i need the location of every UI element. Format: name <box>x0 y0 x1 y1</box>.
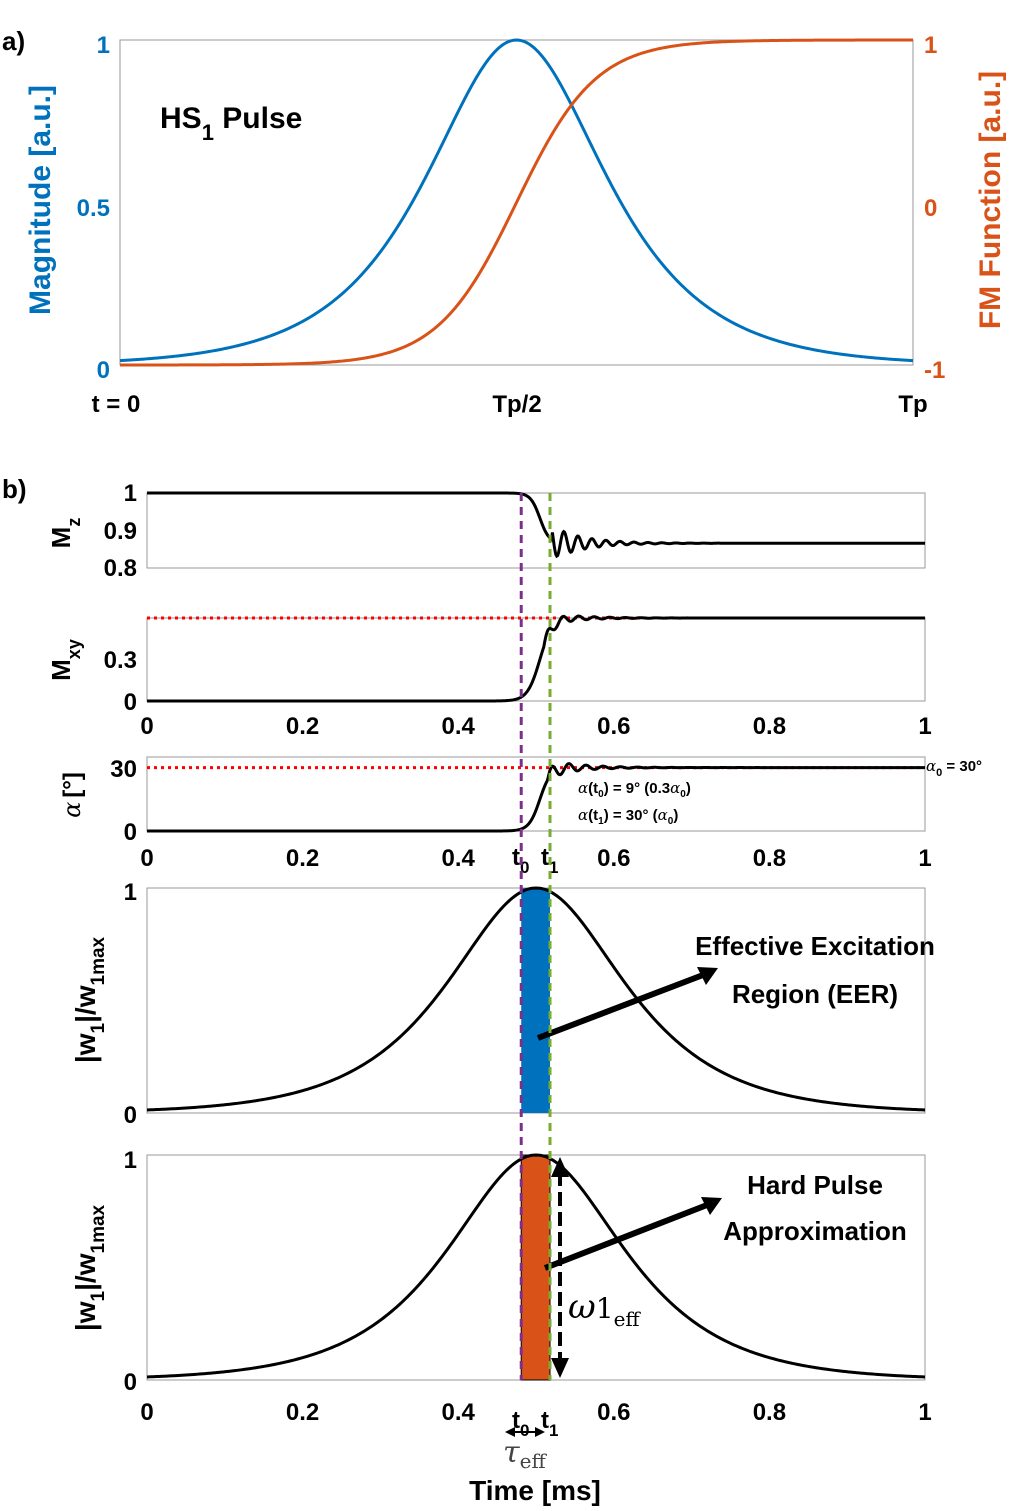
a-ytick-right-neg1: -1 <box>924 357 945 384</box>
b5-ytick-0: 0 <box>124 1369 137 1396</box>
b1-ylabel: Mz <box>46 518 84 549</box>
omega-arrow-top <box>551 1157 569 1177</box>
b2-xticks: 0 0.2 0.4 0.6 0.8 1 <box>140 713 931 740</box>
panel-b2-mxy: 0.3 0 0 0.2 0.4 0.6 0.8 1 Mxy <box>46 614 932 740</box>
xtick-label: 0.4 <box>442 713 476 740</box>
eer-label-line1: Effective Excitation <box>695 931 935 961</box>
hard-label-line2: Approximation <box>723 1216 906 1246</box>
xtick-label: 1 <box>918 1399 931 1426</box>
xtick-label: 0.6 <box>597 845 630 872</box>
tau-arrow-left <box>505 1427 515 1437</box>
b5-xticks: 0 0.2 0.4 0.8 1 0.6 <box>140 1399 931 1426</box>
b5-ytick-1: 1 <box>124 1147 137 1174</box>
xtick-label: 0.4 <box>442 845 476 872</box>
b2-ytick-03: 0.3 <box>104 647 137 674</box>
a-ytick-right-1: 1 <box>924 32 937 59</box>
xtick-label: 0.2 <box>286 845 319 872</box>
b5-ylabel: |w1|/w1max <box>70 1204 109 1331</box>
alpha-t0-annotation: α(t0) = 9° (0.3α0) <box>578 779 691 800</box>
xtick-label: 0.6 <box>597 1399 630 1426</box>
b3-ytick-0: 0 <box>124 819 137 846</box>
panel-b1-mz: 1 0.9 0.8 Mz <box>46 480 926 582</box>
eer-arrow <box>536 972 705 1041</box>
b5-xlabel: Time [ms] <box>469 1475 601 1506</box>
b3-ylabel: α[°] <box>58 772 86 818</box>
xtick-label: 0.4 <box>442 1399 476 1426</box>
a-ytick-left-05: 0.5 <box>77 195 110 222</box>
panel-b4-eer: 1 0 |w1|/w1max Effective Excitation Regi… <box>70 879 935 1129</box>
panel-label-a: a) <box>2 26 25 56</box>
panel-b5-hard: 1 0 0 0.2 0.4 0.8 1 0.6 |w1|/w1max ω1eff Hard… <box>70 1147 932 1506</box>
mz-series <box>147 491 925 559</box>
panel-a-title: HS1 Pulse <box>160 102 302 145</box>
b5-t1-label: t1 <box>541 1407 558 1440</box>
tau-arrow-right <box>535 1427 545 1437</box>
b1-ytick-1: 1 <box>124 480 137 507</box>
a-ytick-left-0: 0 <box>97 357 110 384</box>
a-xtick-half: Tp/2 <box>492 391 541 418</box>
tau-label: τeff <box>503 1435 547 1473</box>
a-ylabel-left: Magnitude [a.u.] <box>24 85 57 315</box>
a-ylabel-right: FM Function [a.u.] <box>974 71 1007 329</box>
b4-ytick-1: 1 <box>124 879 137 906</box>
b1-ytick-08: 0.8 <box>104 555 137 582</box>
omega-label: ω1eff <box>568 1287 641 1331</box>
alpha0-label: α0 = 30° <box>926 757 982 779</box>
eer-arrow-head <box>697 967 718 985</box>
b4-w1-series <box>146 886 926 1112</box>
panel-label-b: b) <box>2 474 27 504</box>
b3-frame <box>146 756 926 832</box>
b4-ytick-0: 0 <box>124 1102 137 1129</box>
panel-b3-alpha: 30 0 0 0.2 0.4 0.8 1 0.6 α[°] α0 = 30° α(t0) … <box>58 756 982 872</box>
xtick-label: 1 <box>918 845 931 872</box>
xtick-label: 1 <box>918 713 931 740</box>
hard-arrow <box>543 1202 709 1271</box>
alpha-t1-annotation: α(t1) = 30° (α0) <box>578 806 678 827</box>
magnitude-series <box>119 38 914 363</box>
a-ytick-left-1: 1 <box>97 32 110 59</box>
b1-ytick-09: 0.9 <box>104 518 137 545</box>
fm-function-series <box>119 38 914 367</box>
b2-ytick-0: 0 <box>124 689 137 716</box>
b2-frame <box>146 617 926 702</box>
b4-ylabel: |w1|/w1max <box>70 936 109 1063</box>
b1-frame <box>146 492 926 569</box>
hard-label-line1: Hard Pulse <box>747 1170 883 1200</box>
mxy-series <box>147 614 925 703</box>
xtick-label: 0 <box>140 713 153 740</box>
xtick-label: 0.8 <box>753 1399 786 1426</box>
b2-ylabel: Mxy <box>46 639 84 681</box>
eer-highlight <box>521 888 551 1113</box>
xtick-label: 0.2 <box>286 713 319 740</box>
alpha-series <box>147 762 925 833</box>
b3-ytick-30: 30 <box>110 756 137 783</box>
omega-arrow-bottom <box>551 1358 569 1378</box>
panel-a: HS1 Pulse 1 0.5 0 1 0 -1 t = 0 Tp/2 Tp M… <box>24 32 1007 418</box>
hard-arrow-head <box>701 1197 722 1215</box>
xtick-label: 0.8 <box>753 713 786 740</box>
b3-xticks: 0 0.2 0.4 0.8 1 0.6 <box>140 845 931 872</box>
xtick-label: 0.8 <box>753 845 786 872</box>
a-xtick-0: t = 0 <box>92 391 141 418</box>
xtick-label: 0.6 <box>597 713 630 740</box>
xtick-label: 0 <box>140 1399 153 1426</box>
a-xtick-end: Tp <box>898 391 927 418</box>
xtick-label: 0.2 <box>286 1399 319 1426</box>
a-ytick-right-0: 0 <box>924 195 937 222</box>
xtick-label: 0 <box>140 845 153 872</box>
eer-label-line2: Region (EER) <box>732 979 898 1009</box>
b5-w1-series <box>146 1153 926 1379</box>
